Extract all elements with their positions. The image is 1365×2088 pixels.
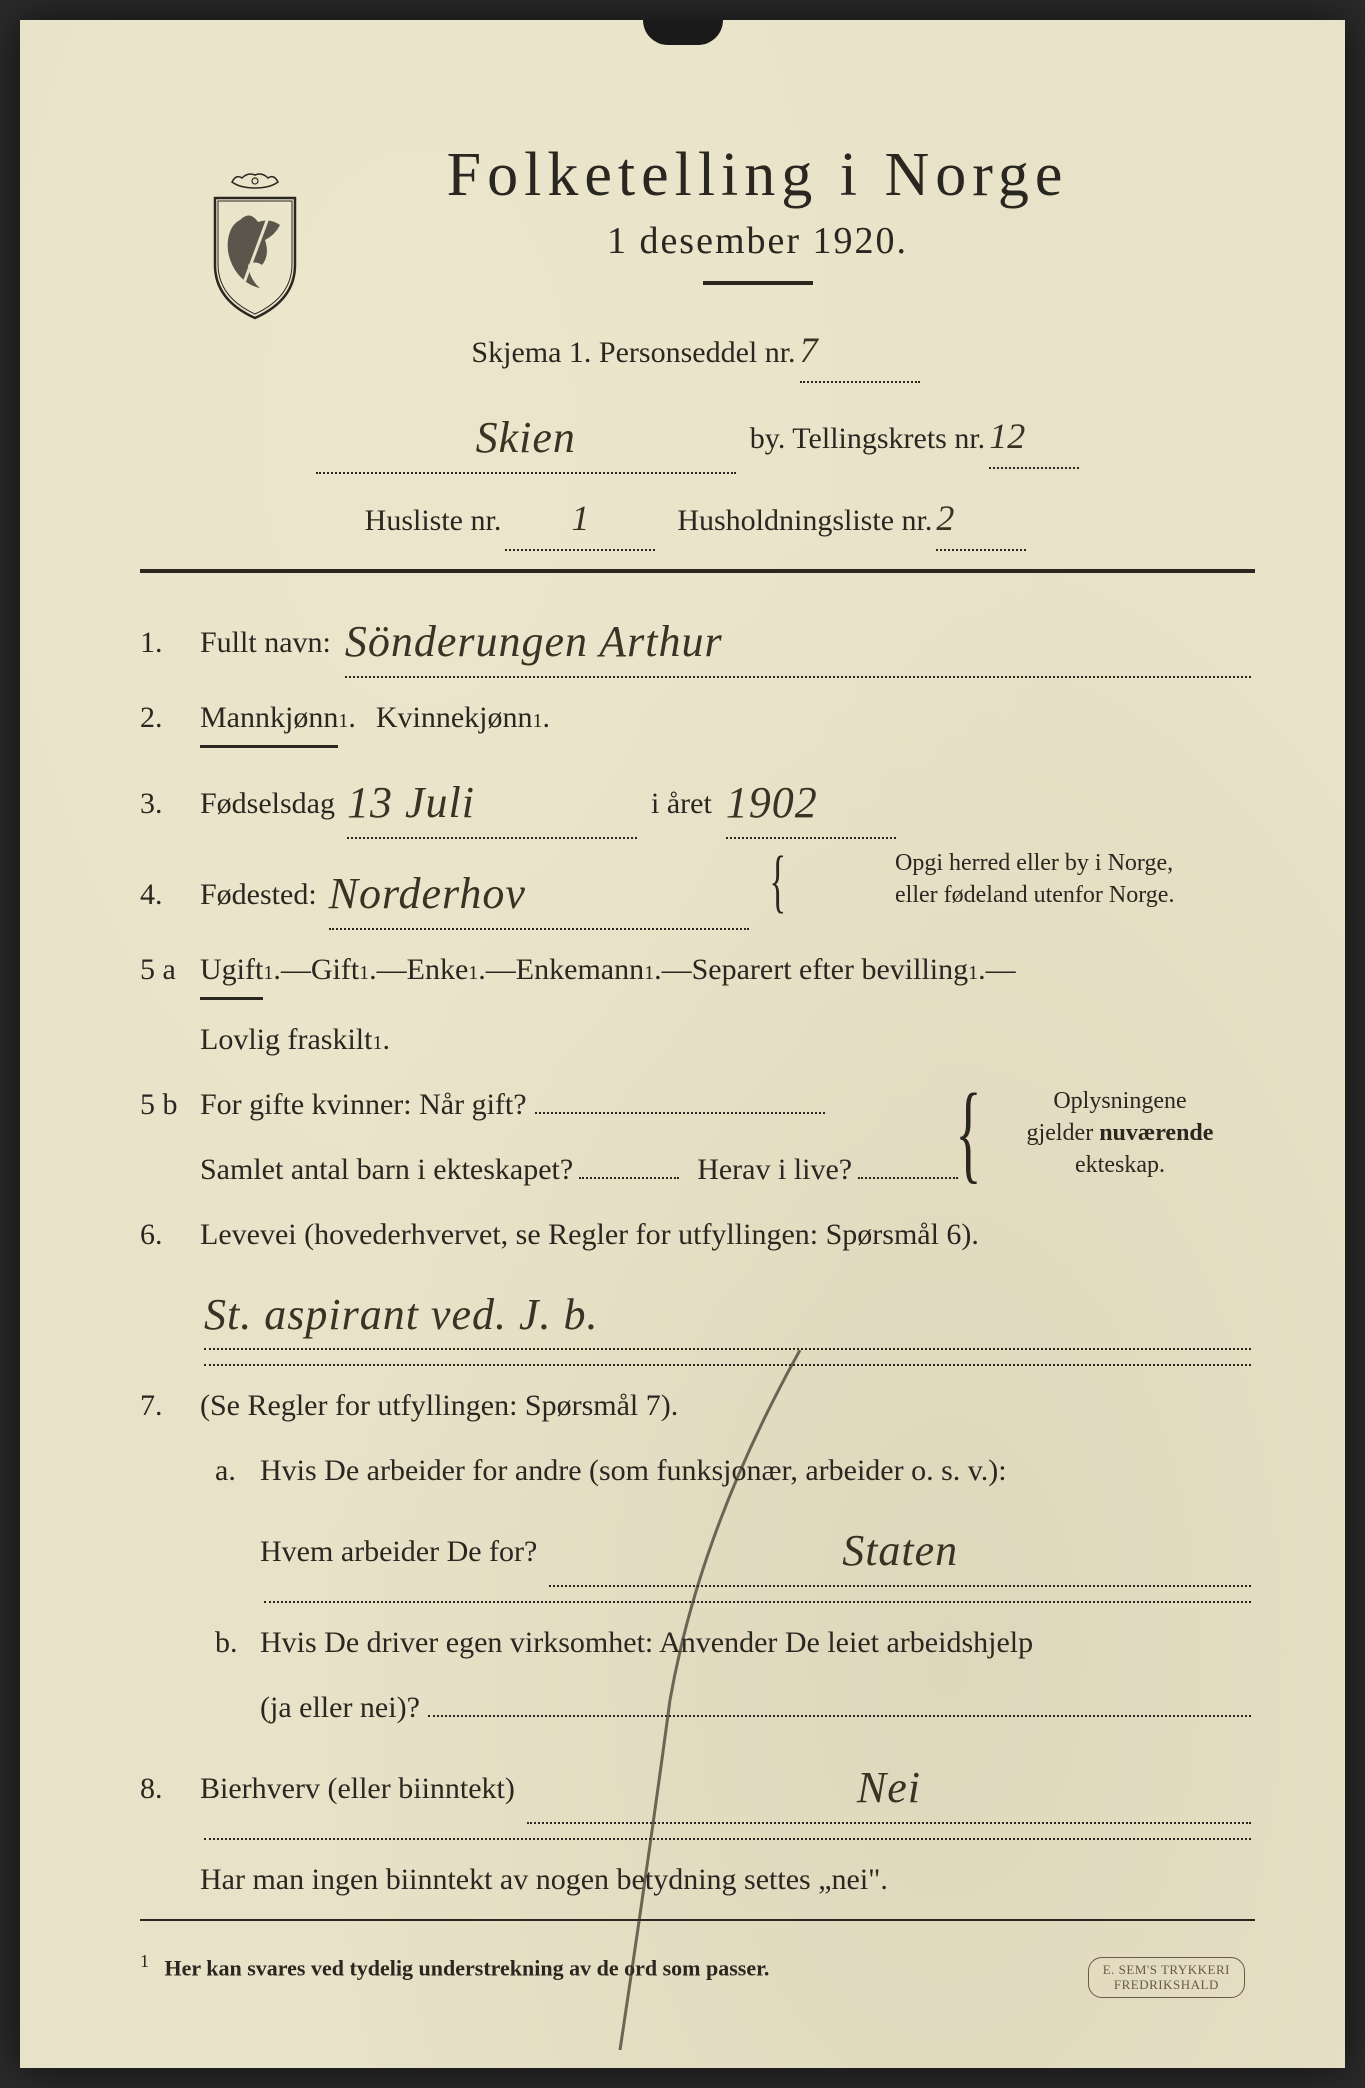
q4-value: Norderhov bbox=[329, 869, 526, 918]
by-value: Skien bbox=[476, 413, 576, 462]
q8-blank bbox=[140, 1838, 1255, 1840]
q4-label: Fødested: bbox=[200, 869, 317, 920]
q8-num: 8. bbox=[140, 1763, 200, 1814]
by-label: by. Tellingskrets nr. bbox=[750, 413, 985, 464]
footnote-divider bbox=[140, 1919, 1255, 1921]
q5a-fraskilt: Lovlig fraskilt bbox=[200, 1014, 372, 1065]
q1-label: Fullt navn: bbox=[200, 617, 331, 668]
q7a-value: Staten bbox=[842, 1526, 958, 1575]
q2-mann: Mannkjønn bbox=[200, 692, 338, 748]
brace-icon: { bbox=[769, 861, 786, 903]
husliste-nr: 1 bbox=[571, 498, 589, 538]
q1-value: Sönderungen Arthur bbox=[345, 617, 723, 666]
husliste-label: Husliste nr. bbox=[365, 495, 502, 546]
printer-stamp: E. SEM'S TRYKKERI FREDRIKSHALD bbox=[1088, 1957, 1245, 1998]
q6-num: 6. bbox=[140, 1209, 200, 1260]
brace-icon: { bbox=[955, 1099, 981, 1165]
meta-line-1: Skjema 1. Personseddel nr. 7 bbox=[140, 320, 1255, 383]
husholdning-nr: 2 bbox=[936, 498, 954, 538]
title-divider bbox=[703, 281, 813, 285]
q3-label: Fødselsdag bbox=[200, 778, 335, 829]
q6-label: Levevei (hovederhvervet, se Regler for u… bbox=[200, 1209, 979, 1260]
q7b-row1: b. Hvis De driver egen virksomhet: Anven… bbox=[200, 1617, 1255, 1668]
q6-value-row: St. aspirant ved. J. b. bbox=[140, 1274, 1255, 1351]
q7-row: 7. (Se Regler for utfyllingen: Spørsmål … bbox=[140, 1380, 1255, 1431]
q6-value: St. aspirant ved. J. b. bbox=[204, 1290, 599, 1339]
q7a-blank bbox=[200, 1601, 1255, 1603]
q8-row: 8. Bierhverv (eller biinntekt) Nei bbox=[140, 1747, 1255, 1824]
q5a-num: 5 a bbox=[140, 944, 200, 995]
q3-day: 13 Juli bbox=[347, 778, 475, 827]
q5b-l2a: Samlet antal barn i ekteskapet? bbox=[200, 1144, 573, 1195]
q7b-row2: (ja eller nei)? bbox=[200, 1682, 1255, 1733]
personseddel-nr: 7 bbox=[800, 330, 818, 370]
section-divider-1 bbox=[140, 569, 1255, 573]
q6-row: 6. Levevei (hovederhvervet, se Regler fo… bbox=[140, 1209, 1255, 1260]
q5b-row1: 5 b For gifte kvinner: Når gift? { Oplys… bbox=[140, 1079, 1255, 1130]
tellingskrets-nr: 12 bbox=[989, 416, 1025, 456]
q8-value: Nei bbox=[857, 1763, 921, 1812]
q5a-gift: Gift bbox=[311, 944, 359, 995]
q7a-l1: Hvis De arbeider for andre (som funksjon… bbox=[260, 1445, 1007, 1496]
q8-label: Bierhverv (eller biinntekt) bbox=[200, 1763, 515, 1814]
q1-row: 1. Fullt navn: Sönderungen Arthur bbox=[140, 601, 1255, 678]
q3-year: 1902 bbox=[726, 778, 818, 827]
q5a-enkemann: Enkemann bbox=[516, 944, 644, 995]
q7a-l2: Hvem arbeider De for? bbox=[260, 1526, 537, 1577]
skjema-label: Skjema 1. Personseddel nr. bbox=[471, 327, 795, 378]
form-title: Folketelling i Norge bbox=[260, 140, 1255, 211]
q1-num: 1. bbox=[140, 617, 200, 668]
q7b-l1: Hvis De driver egen virksomhet: Anvender… bbox=[260, 1617, 1033, 1668]
q5b-l1a: For gifte kvinner: Når gift? bbox=[200, 1079, 527, 1130]
q7-num: 7. bbox=[140, 1380, 200, 1431]
q3-mid: i året bbox=[651, 778, 712, 829]
q4-row: 4. Fødested: Norderhov { Opgi herred ell… bbox=[140, 853, 1255, 930]
husholdning-label: Husholdningsliste nr. bbox=[677, 495, 932, 546]
q7b-l2: (ja eller nei)? bbox=[260, 1682, 420, 1733]
q7a-row1: a. Hvis De arbeider for andre (som funks… bbox=[200, 1445, 1255, 1496]
q7-intro: (Se Regler for utfyllingen: Spørsmål 7). bbox=[200, 1380, 678, 1431]
q3-num: 3. bbox=[140, 778, 200, 829]
q6-blank2 bbox=[140, 1364, 1255, 1366]
q5b-num: 5 b bbox=[140, 1079, 200, 1130]
q5b-note: Oplysningene gjelder nuværende ekteskap. bbox=[1005, 1085, 1235, 1182]
q7a-row2: Hvem arbeider De for? Staten bbox=[200, 1510, 1255, 1587]
q4-note: Opgi herred eller by i Norge, eller føde… bbox=[895, 847, 1245, 912]
meta-line-2: Skien by. Tellingskrets nr. 12 bbox=[140, 397, 1255, 474]
q5a-row2: Lovlig fraskilt1. bbox=[140, 1014, 1255, 1065]
tail-note: Har man ingen biinntekt av nogen betydni… bbox=[140, 1854, 1255, 1905]
form-subtitle: 1 desember 1920. bbox=[260, 219, 1255, 263]
q5a-row: 5 a Ugift1. — Gift1. — Enke1. — Enkemann… bbox=[140, 944, 1255, 1000]
q2-num: 2. bbox=[140, 692, 200, 743]
q5a-separert: Separert efter bevilling bbox=[692, 944, 969, 995]
coat-of-arms bbox=[200, 170, 310, 320]
q5a-enke: Enke bbox=[407, 944, 469, 995]
q5a-ugift: Ugift bbox=[200, 944, 263, 1000]
form-header: Folketelling i Norge 1 desember 1920. bbox=[260, 140, 1255, 285]
q7b-num: b. bbox=[200, 1617, 260, 1668]
q5b-l2b: Herav i live? bbox=[697, 1144, 852, 1195]
census-form-page: Folketelling i Norge 1 desember 1920. Sk… bbox=[20, 20, 1345, 2068]
q2-kvinne: Kvinnekjønn bbox=[376, 692, 533, 743]
q4-num: 4. bbox=[140, 869, 200, 920]
q3-row: 3. Fødselsdag 13 Juli i året 1902 bbox=[140, 762, 1255, 839]
q7a-num: a. bbox=[200, 1445, 260, 1496]
meta-line-3: Husliste nr. 1 Husholdningsliste nr. 2 bbox=[140, 488, 1255, 551]
q2-row: 2. Mannkjønn1. Kvinnekjønn1. bbox=[140, 692, 1255, 748]
